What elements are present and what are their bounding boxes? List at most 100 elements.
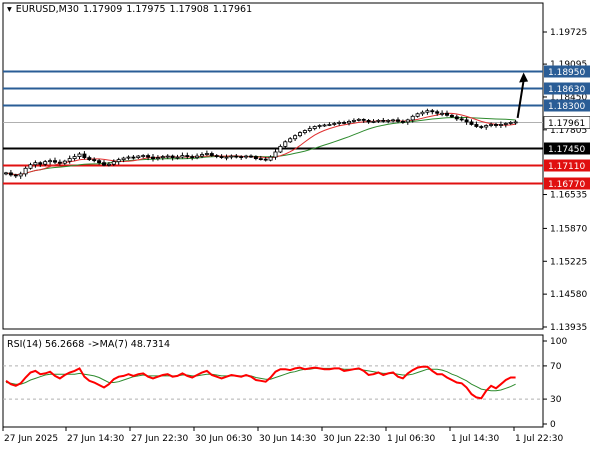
rsi-label: RSI(14) 56.2668 <box>7 339 85 350</box>
price-tick-label: 1.19095 <box>550 60 587 70</box>
candlesticks <box>4 108 518 179</box>
candle-body <box>420 111 425 115</box>
price-levels <box>3 70 543 185</box>
candle-body <box>327 124 332 126</box>
candle-body <box>337 122 342 124</box>
candle-body <box>77 153 82 157</box>
rsi-tick-label: 0 <box>550 420 556 430</box>
candle-body <box>454 116 459 120</box>
level-price-label: 1.16770 <box>548 180 585 190</box>
time-tick-label: 1 Jul 14:30 <box>451 434 500 444</box>
level-price-label: 1.17961 <box>548 119 585 129</box>
candle-body <box>312 126 317 129</box>
candle-body <box>513 121 518 124</box>
candle-body <box>155 157 160 160</box>
candle-body <box>356 118 361 121</box>
candle-body <box>425 110 430 113</box>
arrow-head <box>519 72 529 83</box>
candle-body <box>366 119 371 123</box>
candle-body <box>268 156 273 161</box>
candle-body <box>322 124 327 127</box>
price-tick-label: 1.16535 <box>550 191 587 201</box>
candle-body <box>351 119 356 122</box>
candle-body <box>48 160 53 163</box>
candle-body <box>121 157 126 161</box>
rsi-line <box>5 365 516 400</box>
price-tick-label: 1.18450 <box>550 93 587 103</box>
time-tick-label: 27 Jun 2025 <box>4 434 58 444</box>
candle-body <box>214 155 219 157</box>
candle-body <box>440 112 445 115</box>
level-price-label: 1.18950 <box>548 68 585 78</box>
candle-body <box>395 119 400 122</box>
candle-body <box>288 138 293 143</box>
candle-body <box>381 119 386 122</box>
level-price-label: 1.17110 <box>548 162 585 172</box>
candle-body <box>263 158 268 161</box>
level-price-tag <box>544 65 590 78</box>
candle-body <box>57 161 62 164</box>
rsi-tick-label: 30 <box>550 395 562 405</box>
symbol-dropdown-icon[interactable]: ▾ <box>7 4 12 15</box>
candle-body <box>474 124 479 127</box>
candle-body <box>342 122 347 124</box>
candle-body <box>53 160 58 163</box>
candle-body <box>72 156 77 160</box>
candle-body <box>92 159 97 162</box>
candle-body <box>4 172 9 175</box>
level-price-label: 1.18300 <box>548 102 585 112</box>
candle-body <box>111 161 116 165</box>
low-price: 1.17908 <box>169 4 209 15</box>
candle-body <box>302 130 307 134</box>
candle-body <box>102 162 107 166</box>
candle-body <box>185 155 190 157</box>
candle-body <box>346 121 351 124</box>
candle-body <box>209 153 214 156</box>
rsi-header: RSI(14) 56.2668 ->MA(7) 48.7314 <box>7 339 174 350</box>
candle-body <box>8 172 13 176</box>
level-price-tag <box>544 142 590 155</box>
candle-body <box>244 155 249 158</box>
price-tick-label: 1.14580 <box>550 290 587 300</box>
time-tick-label: 30 Jun 14:30 <box>259 434 316 444</box>
candle-body <box>430 110 435 113</box>
candle-body <box>371 121 376 123</box>
candle-body <box>489 124 494 126</box>
candle-body <box>376 119 381 122</box>
candle-body <box>136 155 141 158</box>
level-price-tag <box>544 159 590 172</box>
candle-body <box>229 155 234 158</box>
candle-body <box>28 164 33 169</box>
candle-body <box>469 121 474 125</box>
candle-body <box>410 115 415 121</box>
candle-body <box>126 156 131 159</box>
candle-body <box>435 111 440 114</box>
level-price-tag <box>543 116 590 129</box>
candle-body <box>195 155 200 158</box>
candle-body <box>18 173 23 177</box>
candle-body <box>405 119 410 123</box>
candle-body <box>190 156 195 158</box>
candle-body <box>131 156 136 159</box>
candle-body <box>234 155 239 158</box>
candle-body <box>307 128 312 131</box>
arrow-shaft <box>516 80 525 119</box>
time-tick-label: 1 Jul 06:30 <box>387 434 436 444</box>
candle-body <box>82 153 87 158</box>
price-tick-label: 1.19725 <box>550 28 587 38</box>
candle-body <box>258 158 263 161</box>
candle-body <box>160 156 165 158</box>
price-level-labels: 1.18950 1.18630 1.18300 1.17961 1.17450 1.171… <box>543 65 590 190</box>
price-tick-label: 1.15225 <box>550 257 587 267</box>
candle-body <box>317 125 322 127</box>
price-axis: 1.19725 1.19095 1.18450 1.17805 1.16535 1.158… <box>543 28 587 333</box>
candle-body <box>224 156 229 159</box>
rsi-indicator: 100 70 30 0 <box>3 337 567 430</box>
candle-body <box>87 157 92 161</box>
time-tick-label: 1 Jul 22:30 <box>515 434 564 444</box>
candle-body <box>503 123 508 125</box>
candle-body <box>170 155 175 158</box>
candle-body <box>415 113 420 117</box>
high-price: 1.17975 <box>126 4 166 15</box>
